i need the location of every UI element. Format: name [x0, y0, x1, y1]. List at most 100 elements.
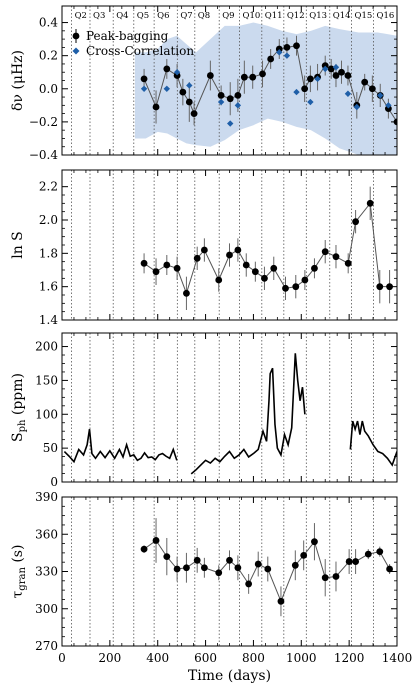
data-point-diamond	[217, 98, 225, 106]
x-tick-label: 1000	[286, 651, 317, 665]
uncertainty-band	[134, 22, 397, 155]
y-tick-label: −0.2	[29, 115, 58, 129]
y-tick-label: 0.2	[39, 49, 58, 63]
data-point	[140, 75, 148, 83]
y-tick-label: 0.4	[39, 16, 58, 30]
x-tick-label: 0	[58, 651, 66, 665]
data-point-diamond	[353, 103, 360, 111]
quarter-label-q16: Q16	[377, 11, 395, 21]
data-point	[366, 199, 374, 207]
data-point	[345, 558, 353, 565]
data-point-diamond	[344, 90, 352, 97]
y-tick-label: 0.0	[39, 82, 58, 96]
data-point-diamond	[227, 120, 234, 127]
data-point	[163, 553, 171, 560]
quarter-label-q14: Q14	[333, 11, 351, 21]
x-tick-label: 400	[146, 651, 169, 665]
quarter-label-q4: Q4	[116, 11, 128, 21]
y-tick-label: −0.4	[29, 148, 59, 162]
quarter-label-q10: Q10	[243, 11, 261, 21]
quarter-label-q3: Q3	[93, 11, 105, 21]
data-point	[352, 558, 360, 565]
axes-frame	[61, 332, 398, 483]
data-point	[183, 289, 190, 297]
y-tick-label: 270	[35, 639, 58, 653]
x-tick-label: 1400	[382, 651, 413, 665]
data-point	[376, 548, 384, 556]
data-point	[301, 85, 309, 93]
y-tick-label: 200	[35, 340, 58, 354]
data-point	[185, 98, 193, 106]
data-point-diamond	[385, 102, 392, 109]
y-axis-label: Sph (ppm)	[10, 373, 28, 442]
data-point	[173, 72, 181, 79]
y-axis-label: τgran (s)	[10, 545, 28, 599]
data-point	[277, 597, 285, 605]
data-point	[193, 556, 201, 564]
data-point	[245, 580, 253, 588]
data-point	[190, 110, 198, 118]
data-point	[293, 42, 300, 50]
data-point	[240, 73, 248, 81]
data-point	[152, 537, 160, 544]
y-tick-label: 330	[35, 565, 58, 579]
data-point	[368, 85, 376, 93]
x-tick-label: 600	[194, 651, 217, 665]
panel-4: 270 300 330 360 390 τgran (s) 0 200 400 600 800 100…	[10, 490, 412, 684]
data-point	[352, 218, 360, 226]
legend-label: Cross-Correlation	[86, 44, 194, 58]
quarter-label-q13: Q13	[309, 11, 327, 21]
y-axis-label-unit: (s)	[10, 545, 26, 568]
y-tick-label: 360	[35, 527, 58, 541]
data-point	[234, 564, 242, 572]
data-point	[249, 73, 257, 81]
quarter-label-q7: Q7	[180, 11, 192, 21]
data-point	[234, 92, 242, 99]
data-point	[344, 259, 352, 267]
data-point	[338, 68, 345, 76]
panel-2: 1.4 1.6 1.8 2.0 2.2 ln S	[10, 169, 398, 327]
data-point	[261, 274, 268, 282]
data-point	[321, 248, 329, 256]
data-point	[386, 283, 393, 291]
data-point	[311, 264, 318, 272]
data-point	[292, 283, 300, 291]
quarter-label-q15: Q15	[355, 11, 373, 21]
y-tick-label: 0	[50, 475, 58, 489]
data-point	[251, 268, 259, 276]
data-point-diamond	[293, 88, 300, 96]
data-point	[376, 283, 384, 291]
data-point	[275, 45, 283, 53]
data-point	[291, 561, 299, 569]
legend-marker	[72, 32, 80, 40]
data-point	[242, 261, 250, 269]
quarter-label-q12: Q12	[287, 11, 305, 21]
y-tick-label: 390	[35, 490, 58, 504]
y-axis-label: ln S	[10, 231, 26, 259]
data-point	[206, 72, 214, 79]
data-point	[270, 264, 278, 272]
data-point-diamond	[140, 85, 148, 92]
plot-area	[71, 170, 393, 320]
x-tick-label: 1200	[334, 651, 365, 665]
y-tick-label: 150	[35, 373, 58, 387]
data-point	[179, 88, 187, 96]
legend-label: Peak-bagging	[86, 29, 169, 43]
quarter-label-q5: Q5	[137, 11, 149, 21]
y-tick-label: 2.2	[39, 180, 58, 194]
y-tick-label: 100	[35, 407, 58, 421]
data-point	[306, 75, 314, 83]
legend-marker-diamond	[72, 47, 80, 55]
data-point-diamond	[314, 75, 321, 83]
data-point	[332, 253, 340, 261]
quarter-label-q11: Q11	[265, 11, 283, 21]
data-point-diamond	[163, 85, 171, 92]
y-axis-label-subscript: gran	[17, 567, 28, 591]
data-point	[163, 65, 171, 73]
x-axis-label: Time (days)	[188, 668, 271, 684]
axes-frame	[61, 496, 398, 647]
data-point-diamond	[186, 82, 193, 89]
data-point	[264, 565, 272, 573]
data-point	[193, 254, 201, 262]
